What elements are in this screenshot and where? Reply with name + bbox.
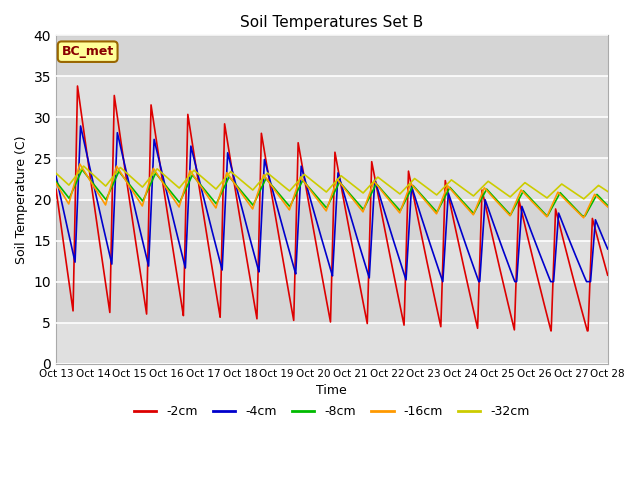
Bar bbox=[56, 200, 608, 240]
X-axis label: Time: Time bbox=[317, 384, 348, 397]
Legend: -2cm, -4cm, -8cm, -16cm, -32cm: -2cm, -4cm, -8cm, -16cm, -32cm bbox=[129, 400, 535, 423]
Bar bbox=[56, 36, 608, 76]
Title: Soil Temperatures Set B: Soil Temperatures Set B bbox=[240, 15, 424, 30]
Y-axis label: Soil Temperature (C): Soil Temperature (C) bbox=[15, 135, 28, 264]
Bar bbox=[56, 118, 608, 158]
Bar bbox=[56, 282, 608, 323]
Text: BC_met: BC_met bbox=[61, 45, 114, 58]
